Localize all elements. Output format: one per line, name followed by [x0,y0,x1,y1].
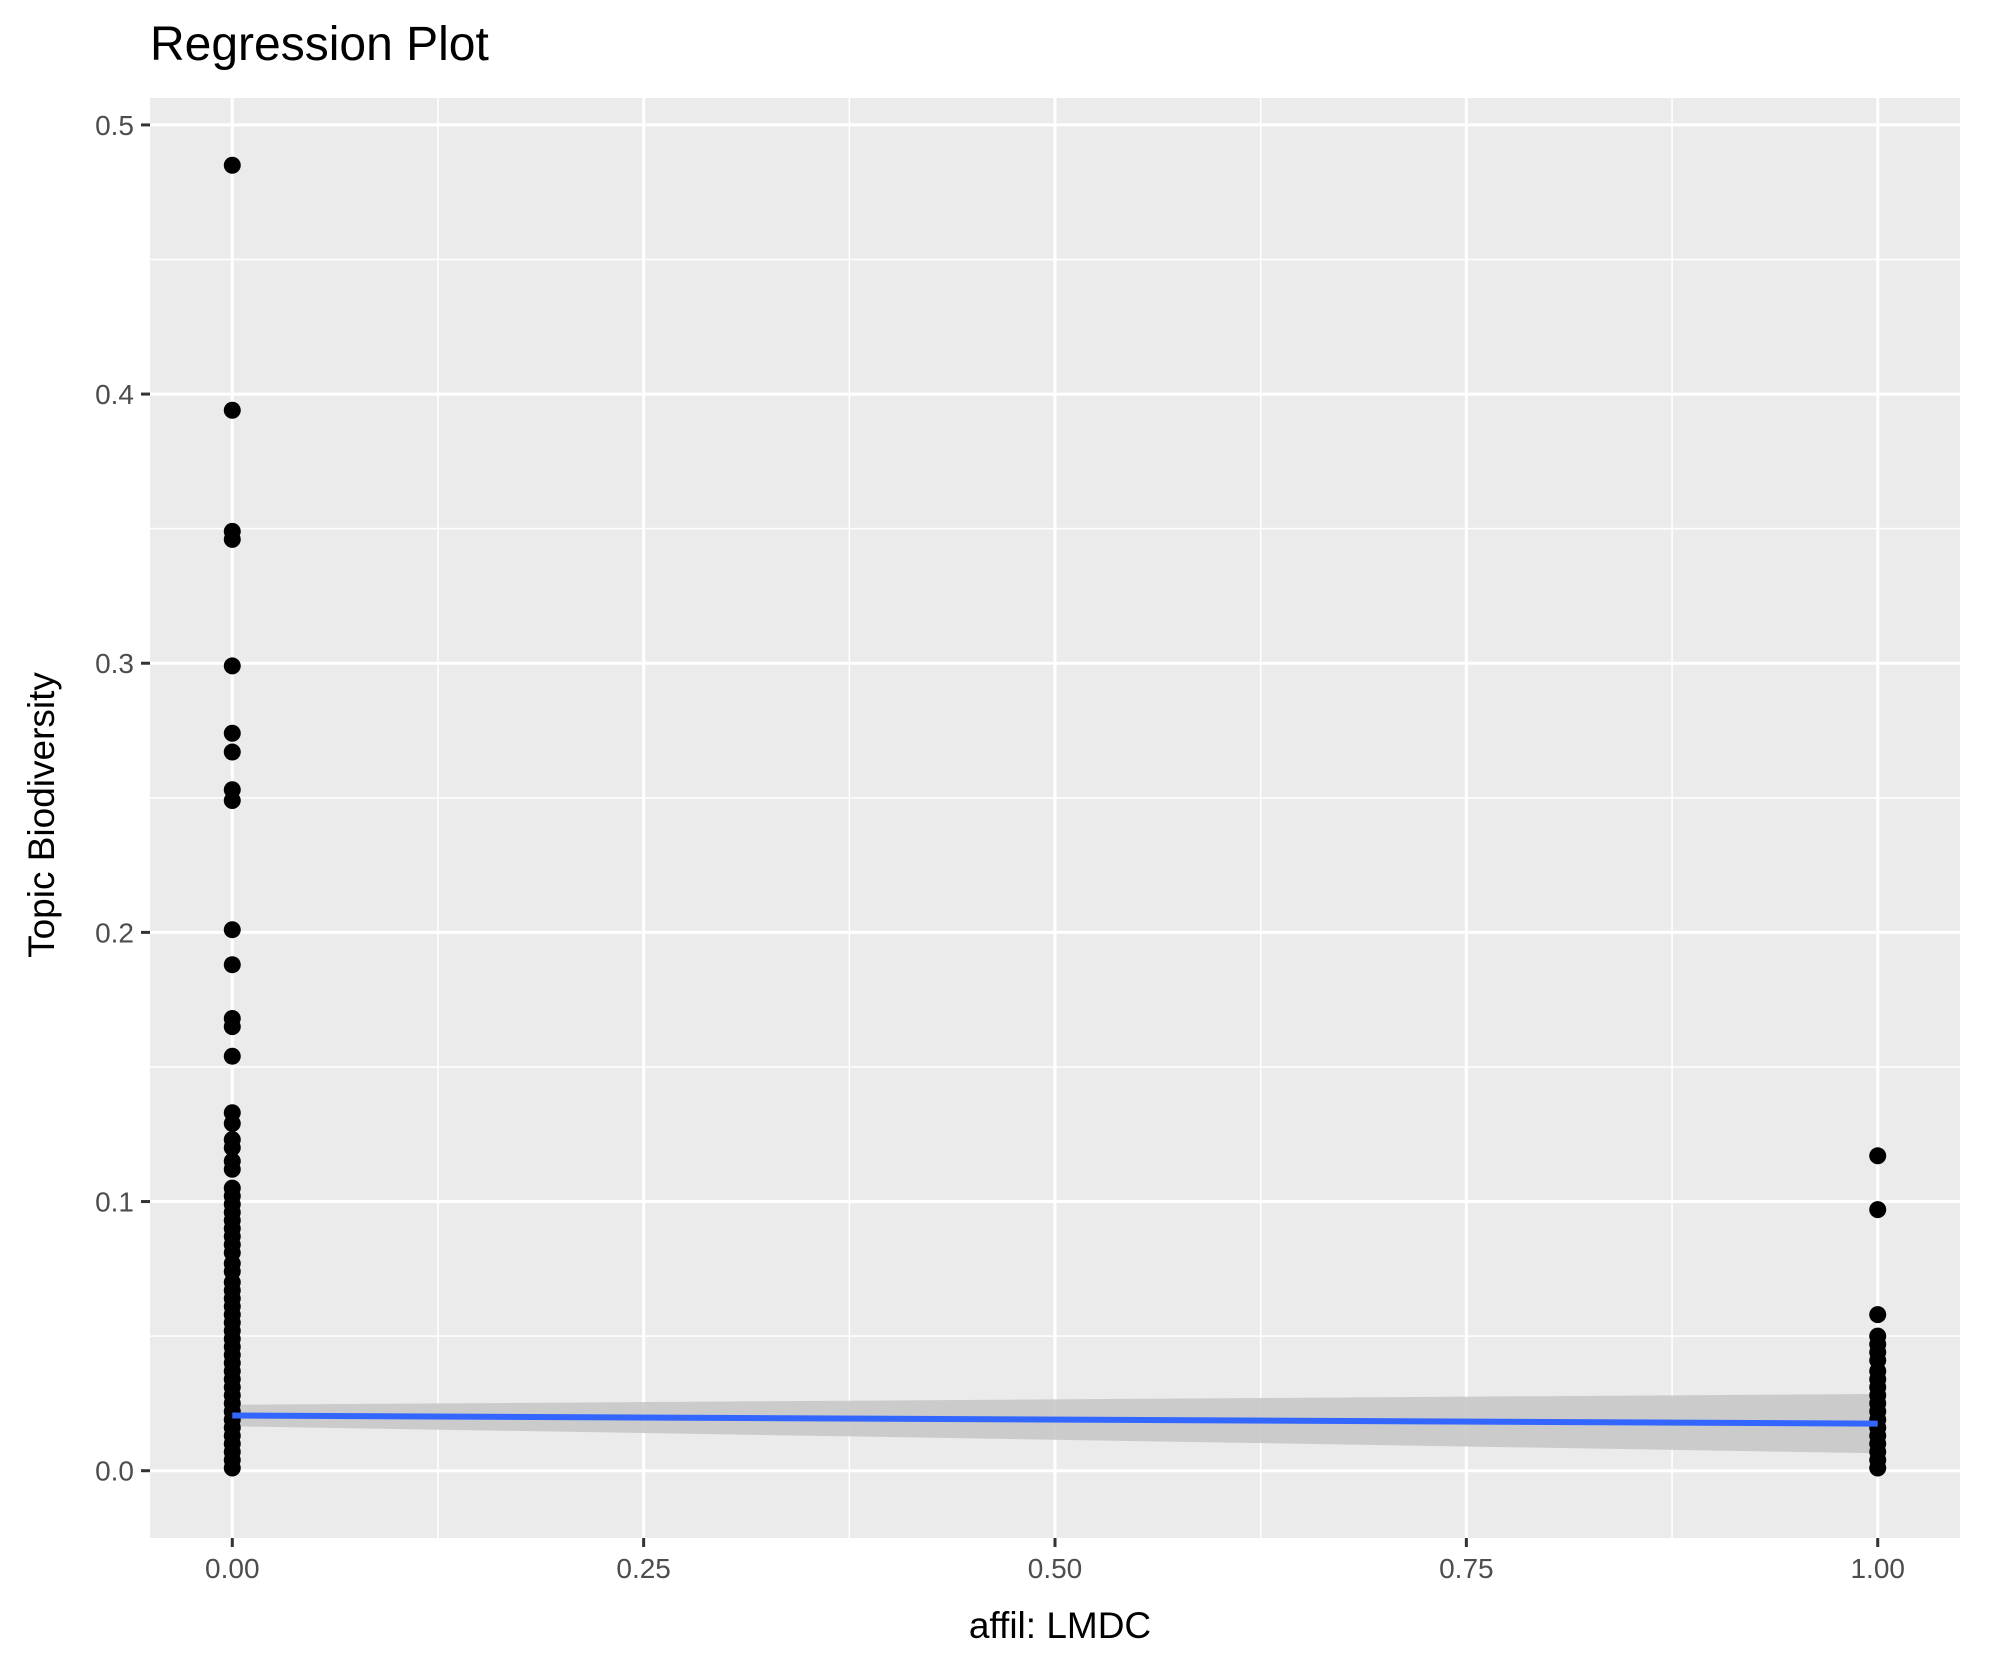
data-point [223,1160,241,1178]
x-tick-label: 0.75 [1439,1553,1494,1584]
data-point [223,724,241,742]
y-axis-title: Topic Biodiversity [21,672,62,958]
data-point [223,657,241,675]
x-tick-label: 0.50 [1028,1553,1083,1584]
data-point [223,1047,241,1065]
y-tick-label: 0.2 [95,917,134,948]
data-point [1869,1147,1887,1165]
data-point [223,1139,241,1157]
data-point [223,956,241,974]
scatter-points [223,156,1887,1477]
data-point [1869,1201,1887,1219]
y-tick-label: 0.3 [95,648,134,679]
x-axis-ticks: 0.00 0.25 0.50 0.75 1.00 [205,1538,1905,1584]
data-point [223,156,241,174]
x-axis-title: affil: LMDC [969,1605,1151,1646]
data-point [223,401,241,419]
data-point [1869,1306,1887,1324]
data-point [223,743,241,761]
y-tick-label: 0.5 [95,110,134,141]
data-point [223,1459,241,1477]
data-point [223,1018,241,1036]
regression-line [232,1412,1878,1427]
major-gridlines [150,98,1960,1538]
confidence-band [232,1394,1878,1454]
data-point [223,792,241,810]
data-point [1869,1459,1887,1477]
chart-title: Regression Plot [150,18,489,71]
data-point [223,530,241,548]
y-axis-ticks: 0.0 0.1 0.2 0.3 0.4 0.5 [95,110,150,1487]
data-point [223,921,241,939]
x-tick-label: 0.25 [616,1553,671,1584]
x-tick-label: 1.00 [1850,1553,1905,1584]
y-tick-label: 0.0 [95,1456,134,1487]
y-tick-label: 0.4 [95,379,134,410]
data-point [223,1114,241,1132]
x-tick-label: 0.00 [205,1553,260,1584]
y-tick-label: 0.1 [95,1187,134,1218]
